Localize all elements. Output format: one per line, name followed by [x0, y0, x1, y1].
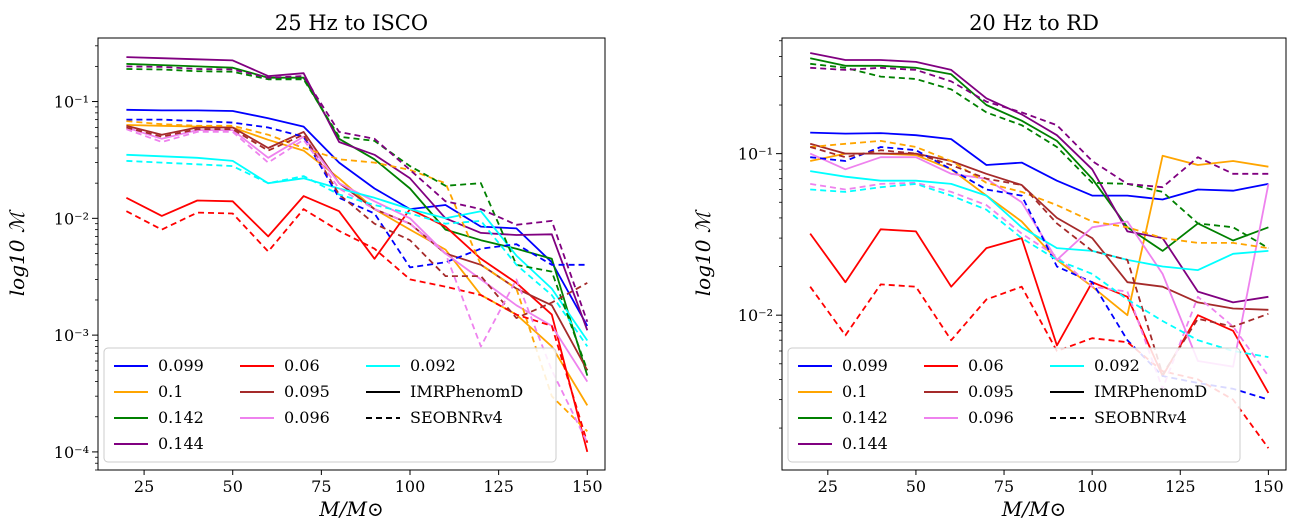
legend-box	[787, 347, 1241, 463]
legend-label: 0.096	[968, 408, 1014, 427]
series-line-0_092-seobnrv4	[810, 182, 1269, 358]
series-group	[125, 56, 589, 453]
legend-label: 0.1	[842, 382, 867, 401]
y-axis-label: log10 ℳ	[691, 209, 715, 296]
legend-label: SEOBNRv4	[410, 408, 503, 427]
series-line-0_099-imrphenomd	[810, 131, 1269, 201]
series-line-0_06-imrphenomd	[125, 195, 589, 453]
x-tick-label: 100	[395, 477, 426, 496]
legend: 0.099 0.1 0.142 0.144 0.06 0.095 0.096 0.092 IMR…	[787, 347, 1241, 463]
legend-label: 0.099	[842, 356, 888, 375]
series-line-0_142-imrphenomd	[810, 57, 1269, 252]
x-axis-label: M/M⊙	[1001, 497, 1066, 521]
chart-title: 20 Hz to RD	[969, 11, 1099, 35]
x-tick-label: 75	[311, 477, 331, 496]
plot-frame	[781, 37, 1287, 471]
x-tick-label: 100	[1077, 477, 1108, 496]
series-line-0_092-seobnrv4	[126, 160, 589, 347]
series-line-0_096-imrphenomd	[126, 126, 589, 383]
chart-panel-1: 25 50 75 100 125 150 10⁻⁴ 10⁻³ 10⁻² 10⁻¹ 25 Hz to …	[5, 11, 606, 521]
legend-label: 0.095	[968, 382, 1014, 401]
x-tick-label: 150	[572, 477, 603, 496]
x-tick-label: 50	[906, 477, 926, 496]
y-tick-label: 10⁻²	[54, 209, 89, 228]
legend-label: 0.06	[284, 356, 320, 375]
series-line-0_144-seobnrv4	[810, 66, 1269, 189]
series-line-0_095-imrphenomd	[126, 124, 589, 371]
y-axis-label: log10 ℳ	[5, 209, 29, 296]
legend-label: 0.092	[1094, 356, 1140, 375]
x-tick-label: 150	[1253, 477, 1284, 496]
series-line-0_06-imrphenomd	[809, 228, 1270, 394]
legend-label: IMRPhenomD	[1094, 382, 1207, 401]
series-line-0_099-imrphenomd	[126, 108, 589, 327]
legend-label: 0.1	[158, 382, 183, 401]
series-line-0_142-seobnrv4	[810, 62, 1269, 249]
legend-label: 0.142	[158, 408, 204, 427]
legend-label: IMRPhenomD	[410, 382, 523, 401]
y-tick-label: 10⁻²	[738, 306, 773, 325]
legend-label: 0.095	[284, 382, 330, 401]
legend-label: SEOBNRv4	[1094, 408, 1187, 427]
legend-box	[103, 347, 557, 463]
legend-label: 0.092	[410, 356, 456, 375]
y-tick-label: 10⁻³	[54, 326, 89, 345]
legend-label: 0.099	[158, 356, 204, 375]
legend-label: 0.144	[842, 434, 888, 453]
y-tick-label: 10⁻¹	[738, 145, 773, 164]
series-line-0_144-seobnrv4	[126, 65, 589, 323]
series-line-0_06-seobnrv4	[125, 208, 589, 443]
legend-label: 0.144	[158, 434, 204, 453]
chart-title: 25 Hz to ISCO	[275, 11, 428, 35]
series-line-0_096-seobnrv4	[126, 128, 589, 444]
y-tick-label: 10⁻⁴	[54, 443, 89, 462]
series-line-0_1-seobnrv4	[126, 120, 588, 432]
y-tick-label: 10⁻¹	[54, 93, 89, 112]
series-line-0_095-imrphenomd	[809, 142, 1269, 311]
legend-label: 0.06	[968, 356, 1004, 375]
x-tick-label: 25	[134, 477, 154, 496]
series-line-0_096-seobnrv4	[810, 181, 1270, 390]
series-group	[809, 52, 1270, 449]
series-line-0_096-imrphenomd	[809, 152, 1270, 368]
x-tick-label: 125	[1165, 477, 1196, 496]
legend-label: 0.096	[284, 408, 330, 427]
x-tick-label: 125	[483, 477, 514, 496]
x-tick-label: 25	[818, 477, 838, 496]
plot-frame	[97, 37, 606, 471]
x-tick-label: 50	[223, 477, 243, 496]
x-axis-label: M/M⊙	[318, 497, 383, 521]
series-line-0_144-imrphenomd	[810, 52, 1269, 304]
series-line-0_092-imrphenomd	[810, 170, 1269, 272]
series-line-0_095-seobnrv4	[809, 146, 1269, 376]
series-line-0_092-imrphenomd	[126, 153, 589, 342]
series-line-0_142-seobnrv4	[126, 68, 589, 371]
series-line-0_144-imrphenomd	[126, 56, 589, 331]
legend-label: 0.142	[842, 408, 888, 427]
legend: 0.099 0.1 0.142 0.144 0.06 0.095 0.096 0.092 IMR…	[103, 347, 557, 463]
series-line-0_095-seobnrv4	[126, 126, 588, 320]
series-line-0_1-seobnrv4	[810, 139, 1269, 249]
chart-panel-2: 25 50 75 100 125 150 10⁻² 10⁻¹ 20 Hz to RD M/M⊙ lo…	[691, 11, 1287, 521]
x-tick-label: 75	[994, 477, 1014, 496]
